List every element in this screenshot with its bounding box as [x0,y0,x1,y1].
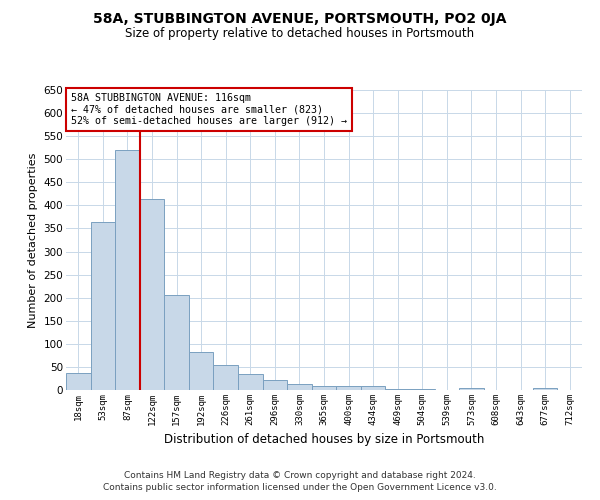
Bar [459,388,484,390]
Text: Contains HM Land Registry data © Crown copyright and database right 2024.: Contains HM Land Registry data © Crown c… [124,471,476,480]
Bar [385,388,410,390]
Text: 58A, STUBBINGTON AVENUE, PORTSMOUTH, PO2 0JA: 58A, STUBBINGTON AVENUE, PORTSMOUTH, PO2… [93,12,507,26]
Bar [533,388,557,390]
Bar [214,365,238,390]
Bar [66,373,91,390]
Bar [115,150,140,390]
Bar [140,200,164,390]
Bar [164,296,189,390]
Bar [312,386,336,390]
X-axis label: Distribution of detached houses by size in Portsmouth: Distribution of detached houses by size … [164,434,484,446]
Bar [263,380,287,390]
Bar [336,386,361,390]
Text: Size of property relative to detached houses in Portsmouth: Size of property relative to detached ho… [125,28,475,40]
Text: 58A STUBBINGTON AVENUE: 116sqm
← 47% of detached houses are smaller (823)
52% of: 58A STUBBINGTON AVENUE: 116sqm ← 47% of … [71,93,347,126]
Bar [238,374,263,390]
Bar [361,386,385,390]
Text: Contains public sector information licensed under the Open Government Licence v3: Contains public sector information licen… [103,484,497,492]
Bar [91,222,115,390]
Bar [287,384,312,390]
Y-axis label: Number of detached properties: Number of detached properties [28,152,38,328]
Bar [410,388,434,390]
Bar [189,352,214,390]
